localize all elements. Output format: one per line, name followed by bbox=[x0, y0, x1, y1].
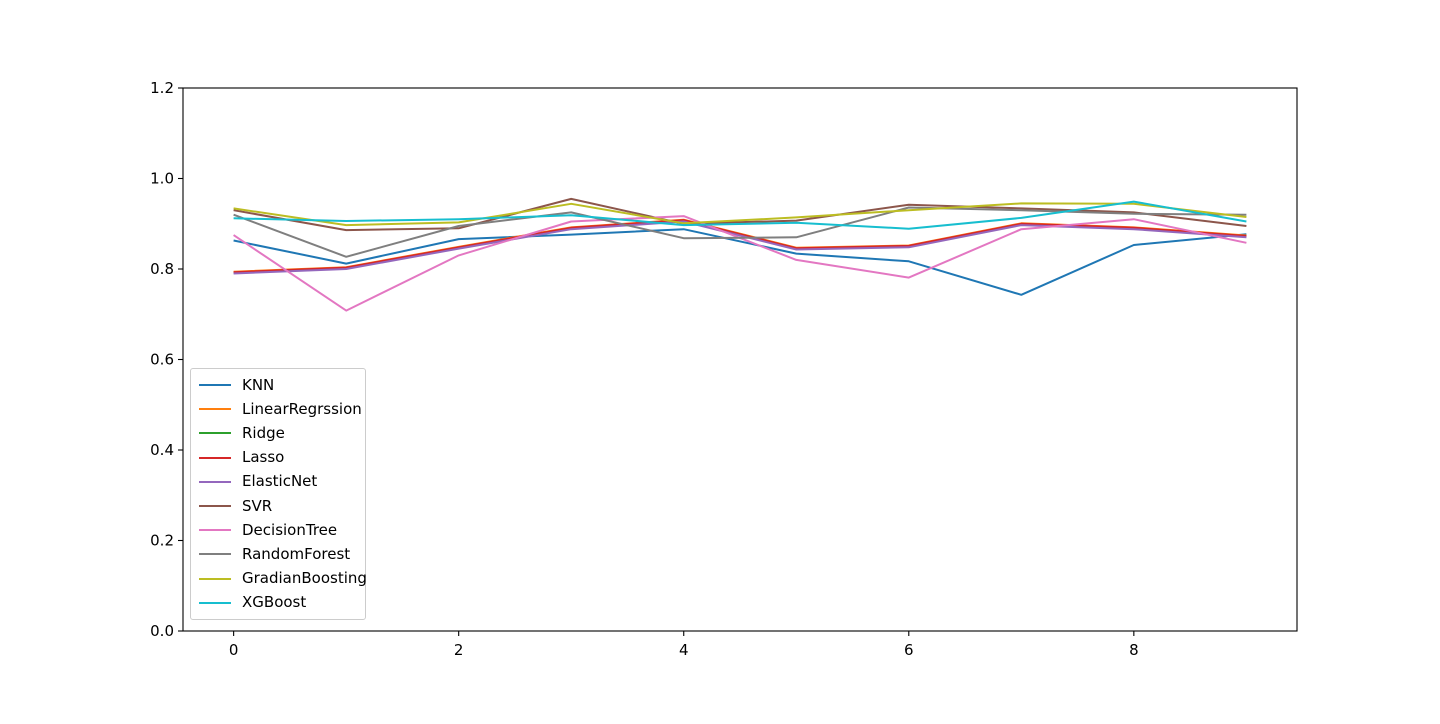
legend-item-ridge: Ridge bbox=[199, 421, 365, 445]
series-line-xgboost bbox=[233, 200, 1247, 230]
legend-swatch-elasticnet bbox=[199, 480, 231, 483]
x-tick-label: 4 bbox=[679, 641, 689, 659]
legend-label: XGBoost bbox=[242, 593, 307, 612]
y-tick-label: 1.0 bbox=[150, 170, 174, 188]
legend-label: DecisionTree bbox=[242, 520, 338, 539]
legend-label: RandomForest bbox=[242, 544, 351, 563]
legend: KNN LinearRegrssion Ridge Lasso ElasticNet SV… bbox=[190, 368, 367, 620]
legend-item-gradianboosting: GradianBoosting bbox=[199, 567, 367, 591]
y-tick-label: 0.6 bbox=[150, 351, 174, 369]
y-tick-label: 0.2 bbox=[150, 532, 174, 550]
legend-label: LinearRegrssion bbox=[242, 399, 362, 418]
y-tick-label: 0.0 bbox=[150, 622, 174, 640]
series-line-randomforest bbox=[233, 206, 1247, 258]
legend-item-xgboost: XGBoost bbox=[199, 591, 365, 615]
legend-item-decisiontree: DecisionTree bbox=[199, 518, 365, 542]
legend-label: GradianBoosting bbox=[242, 569, 367, 588]
y-tick-label: 1.2 bbox=[150, 79, 174, 97]
legend-swatch-ridge bbox=[199, 432, 231, 435]
legend-label: SVR bbox=[242, 496, 273, 515]
legend-item-elasticnet: ElasticNet bbox=[199, 470, 365, 494]
x-tick-label: 0 bbox=[229, 641, 239, 659]
legend-label: Ridge bbox=[242, 423, 285, 442]
legend-swatch-xgboost bbox=[199, 601, 231, 604]
legend-swatch-randomforest bbox=[199, 553, 231, 556]
legend-swatch-lasso bbox=[199, 456, 231, 459]
legend-item-linearregrssion: LinearRegrssion bbox=[199, 397, 365, 421]
legend-label: Lasso bbox=[242, 448, 285, 467]
legend-swatch-knn bbox=[199, 384, 231, 387]
x-tick-label: 6 bbox=[904, 641, 914, 659]
series-line-gradianboosting bbox=[233, 202, 1247, 227]
legend-swatch-svr bbox=[199, 505, 231, 508]
legend-item-randomforest: RandomForest bbox=[199, 542, 365, 566]
legend-label: KNN bbox=[242, 375, 275, 394]
legend-item-svr: SVR bbox=[199, 494, 365, 518]
y-tick-label: 0.8 bbox=[150, 260, 174, 278]
legend-swatch-gradianboosting bbox=[199, 577, 231, 580]
series-line-elasticnet bbox=[233, 220, 1247, 275]
legend-swatch-linearregrssion bbox=[199, 408, 231, 411]
x-tick-label: 8 bbox=[1129, 641, 1139, 659]
legend-item-knn: KNN bbox=[199, 373, 365, 397]
legend-label: ElasticNet bbox=[242, 472, 318, 491]
series-line-knn bbox=[233, 228, 1247, 296]
legend-swatch-decisiontree bbox=[199, 529, 231, 532]
series-line-lasso bbox=[233, 219, 1247, 274]
y-tick-label: 0.4 bbox=[150, 441, 174, 459]
x-tick-label: 2 bbox=[454, 641, 464, 659]
legend-item-lasso: Lasso bbox=[199, 446, 365, 470]
